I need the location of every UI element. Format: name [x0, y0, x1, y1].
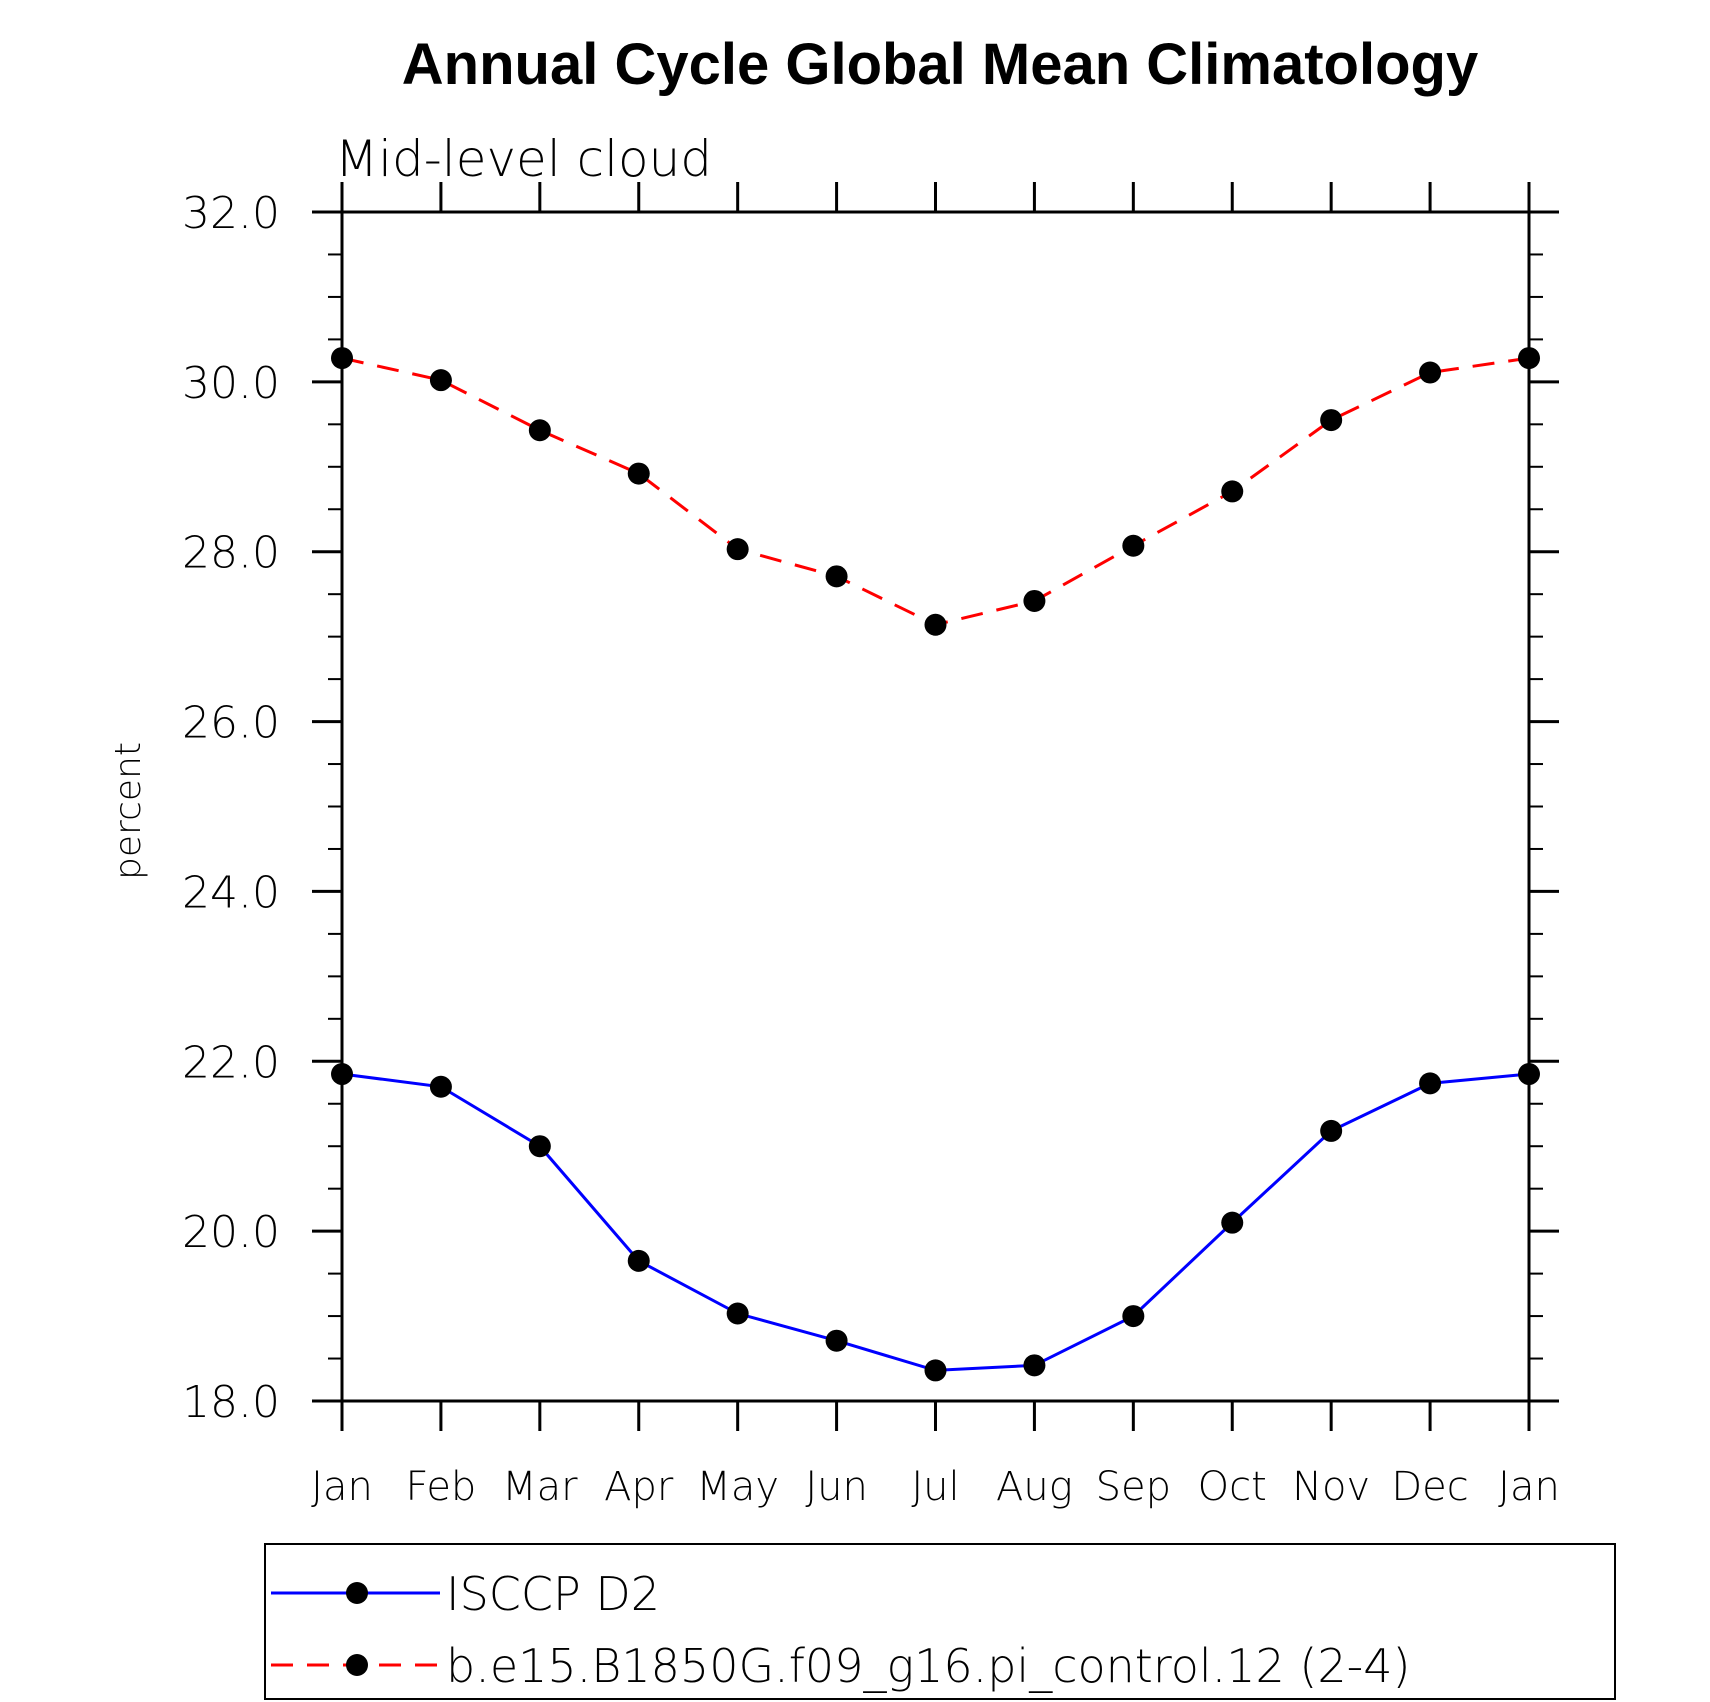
y-tick-label: 32.0 — [182, 188, 280, 239]
x-tick-label: Jun — [805, 1464, 868, 1510]
y-tick-label: 26.0 — [182, 698, 280, 749]
series-line-2 — [341, 356, 1530, 627]
chart-title: Annual Cycle Global Mean Climatology — [402, 32, 1478, 97]
data-point — [1518, 1063, 1540, 1086]
data-point — [429, 1075, 452, 1098]
x-tick-label: Oct — [1198, 1464, 1267, 1510]
legend: ISCCP D2 b.e15.B1850G.f09_g16.pi_control.… — [271, 1567, 1410, 1693]
data-point — [1122, 1305, 1145, 1328]
x-tick-label: Aug — [996, 1464, 1073, 1510]
y-axis-label: percent — [108, 742, 149, 880]
chart-subtitle: Mid-level cloud — [335, 130, 712, 188]
data-point — [726, 1302, 749, 1325]
y-tick-label: 20.0 — [182, 1207, 280, 1258]
legend-marker-1 — [346, 1582, 368, 1604]
data-point — [825, 565, 848, 588]
y-tick-label: 18.0 — [182, 1377, 280, 1428]
data-point — [1320, 1119, 1343, 1142]
data-point — [1221, 480, 1244, 503]
x-tick-label: Jan — [311, 1464, 373, 1510]
y-tick-label: 24.0 — [182, 867, 280, 918]
data-point — [825, 1329, 848, 1352]
y-tick-label: 28.0 — [182, 528, 280, 579]
x-tick-label: Feb — [406, 1464, 477, 1510]
legend-box — [264, 1543, 1616, 1700]
y-tick-label: 22.0 — [182, 1037, 280, 1088]
x-tick-label: Jul — [911, 1464, 959, 1510]
legend-label-1: ISCCP D2 — [446, 1567, 660, 1621]
data-point — [627, 1249, 650, 1272]
data-point — [528, 1135, 551, 1158]
data-point — [1320, 409, 1343, 432]
data-point — [331, 1063, 353, 1086]
data-point — [1122, 534, 1145, 557]
x-tick-label: Apr — [604, 1464, 674, 1510]
data-point — [528, 419, 551, 442]
data-point — [1518, 347, 1540, 370]
data-point — [331, 347, 353, 370]
y-tick-label: 30.0 — [182, 358, 280, 409]
x-tick-label: Sep — [1096, 1464, 1171, 1510]
data-point — [627, 462, 650, 485]
series-layer — [331, 347, 1540, 1382]
axes: 18.0 20.0 22.0 24.0 26.0 28.0 30.0 32.0 Jan Feb Ma… — [182, 182, 1560, 1510]
data-point — [1023, 1354, 1046, 1377]
data-point — [1221, 1211, 1244, 1234]
x-tick-label: Mar — [502, 1464, 578, 1510]
series-line-1 — [341, 1072, 1530, 1372]
data-point — [1419, 361, 1442, 384]
x-tick-label: Dec — [1391, 1464, 1468, 1510]
data-point — [1419, 1072, 1442, 1095]
data-point — [726, 538, 749, 561]
data-point — [924, 1359, 947, 1382]
data-point — [429, 369, 452, 392]
x-tick-label: Nov — [1292, 1464, 1370, 1510]
plot-frame — [340, 210, 1531, 1403]
data-point — [1023, 589, 1046, 612]
legend-label-2: b.e15.B1850G.f09_g16.pi_control.12 (2-4) — [446, 1639, 1410, 1693]
data-point — [924, 613, 947, 636]
legend-marker-2 — [346, 1654, 368, 1676]
x-tick-label: Jan — [1498, 1464, 1560, 1510]
x-tick-label: May — [696, 1464, 779, 1510]
